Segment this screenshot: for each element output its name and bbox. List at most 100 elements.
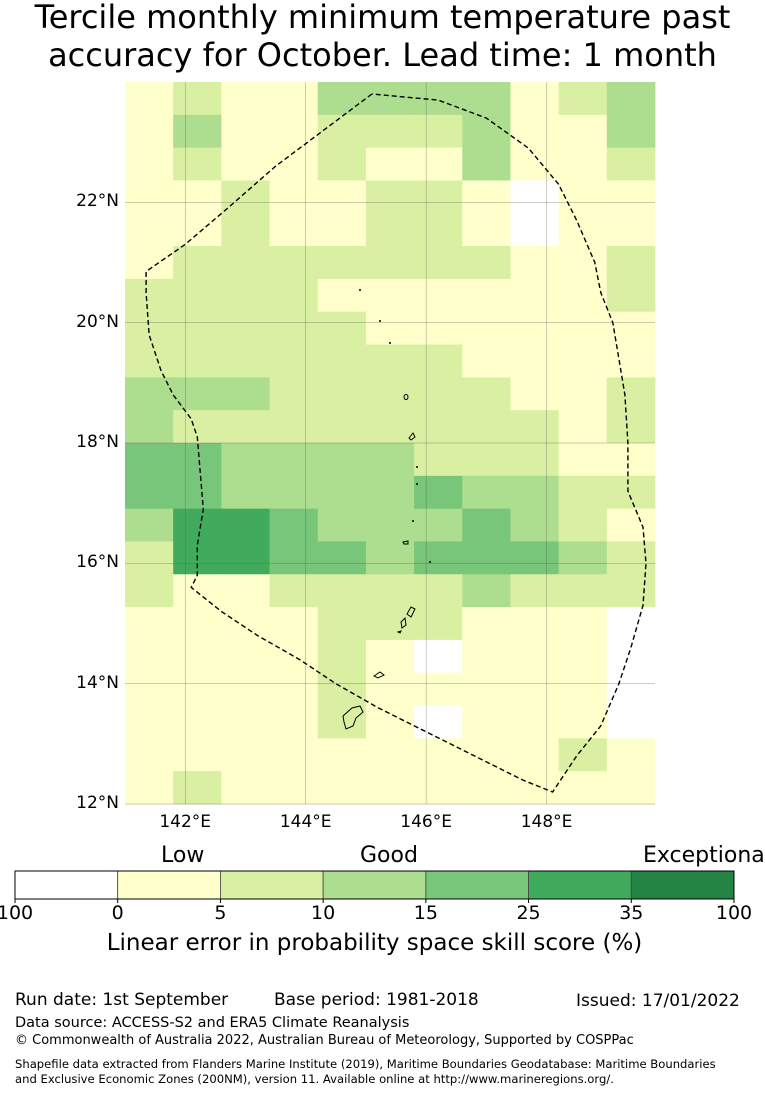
grid-cell (558, 705, 608, 739)
grid-cell (414, 278, 463, 313)
grid-cell (365, 475, 415, 510)
grid-cell (221, 475, 270, 510)
grid-cell (510, 771, 560, 805)
grid-cell (606, 82, 656, 116)
grid-cell (558, 607, 608, 641)
grid-cell (173, 180, 222, 214)
grid-cell (606, 607, 656, 641)
grid-cell (558, 114, 608, 149)
grid-cell (125, 213, 174, 247)
grid-cell (606, 213, 656, 247)
grid-cell (221, 738, 270, 772)
grid-cell (414, 508, 463, 542)
grid-cell (173, 114, 222, 149)
grid-cell (221, 607, 270, 641)
grid-cell (269, 410, 319, 444)
shapefile-credit-line-1: Shapefile data extracted from Flanders M… (15, 1057, 716, 1071)
grid-cell (125, 475, 174, 510)
grid-cell (125, 574, 174, 608)
copyright: © Commonwealth of Australia 2022, Austra… (15, 1033, 634, 1048)
shapefile-credit-line-2: and Exclusive Economic Zones (200NM), ve… (15, 1072, 614, 1086)
skill-grid (125, 82, 656, 805)
grid-cell (317, 738, 367, 772)
grid-cell (510, 607, 560, 641)
grid-cell (558, 147, 608, 181)
grid-cell (510, 639, 560, 674)
grid-cell (510, 82, 560, 116)
grid-cell (269, 344, 319, 378)
grid-cell (462, 508, 511, 542)
grid-cell (558, 443, 608, 477)
island-rota (373, 671, 385, 679)
grid-cell (221, 278, 270, 313)
grid-cell (462, 672, 511, 706)
grid-cell (365, 213, 415, 247)
grid-cell (606, 278, 656, 313)
issued-date: Issued: 17/01/2022 (576, 991, 740, 1011)
grid-cell (558, 180, 608, 214)
grid-cell (365, 771, 415, 805)
grid-cell (173, 213, 222, 247)
grid-cell (125, 541, 174, 575)
grid-cell (606, 705, 656, 739)
title-line-1: Tercile monthly minimum temperature past (34, 0, 731, 36)
colorbar-swatch (425, 870, 529, 900)
grid-cell (606, 771, 656, 805)
grid-cell (269, 541, 319, 575)
grid-cell (173, 639, 222, 674)
grid-cell (221, 180, 270, 214)
colorbar-tick-label: 35 (619, 902, 644, 924)
grid-cell (365, 639, 415, 674)
chart-title: Tercile monthly minimum temperature past… (0, 0, 765, 74)
grid-cell (462, 246, 511, 280)
grid-cell (558, 639, 608, 674)
grid-cell (269, 705, 319, 739)
colorbar-frame (14, 870, 735, 900)
grid-cell (125, 114, 174, 149)
grid-cell (462, 607, 511, 641)
grid-cell (269, 738, 319, 772)
grid-cell (365, 344, 415, 378)
grid-cell (462, 180, 511, 214)
grid-cell (365, 443, 415, 477)
grid-cell (606, 344, 656, 378)
grid-cell (221, 344, 270, 378)
grid-cell (365, 180, 415, 214)
grid-cell (462, 82, 511, 116)
grid-cell (221, 541, 270, 575)
grid-cell (606, 410, 656, 444)
grid-cell (606, 147, 656, 181)
grid-cell (269, 82, 319, 116)
grid-cell (365, 114, 415, 149)
island-tinian (400, 616, 407, 629)
island-pagan (408, 432, 416, 441)
colorbar-tick-label: 0 (111, 902, 124, 924)
island-asuncion (389, 342, 391, 344)
title-line-2: accuracy for October. Lead time: 1 month (48, 36, 717, 74)
grid-cell (558, 82, 608, 116)
grid-cell (606, 738, 656, 772)
grid-cell (606, 574, 656, 608)
grid-cell (510, 377, 560, 411)
grid-cell (558, 410, 608, 444)
grid-cell (414, 771, 463, 805)
grid-cell (510, 475, 560, 510)
grid-cell (269, 475, 319, 510)
grid-cell (510, 672, 560, 706)
grid-cell (173, 246, 222, 280)
grid-cell (414, 213, 463, 247)
grid-cell (558, 574, 608, 608)
grid-cell (558, 508, 608, 542)
colorbar-tick-label: 25 (516, 902, 541, 924)
grid-cell (414, 180, 463, 214)
grid-cell (414, 114, 463, 149)
island-agrihan (403, 394, 409, 400)
grid-cell (221, 147, 270, 181)
grid-cell (173, 508, 222, 542)
colorbar-tick-label: 10 (311, 902, 336, 924)
grid-cell (269, 508, 319, 542)
grid-cell (462, 475, 511, 510)
latitude-label: 20°N (76, 311, 119, 332)
grid-cell (269, 180, 319, 214)
base-period: Base period: 1981-2018 (274, 990, 479, 1010)
